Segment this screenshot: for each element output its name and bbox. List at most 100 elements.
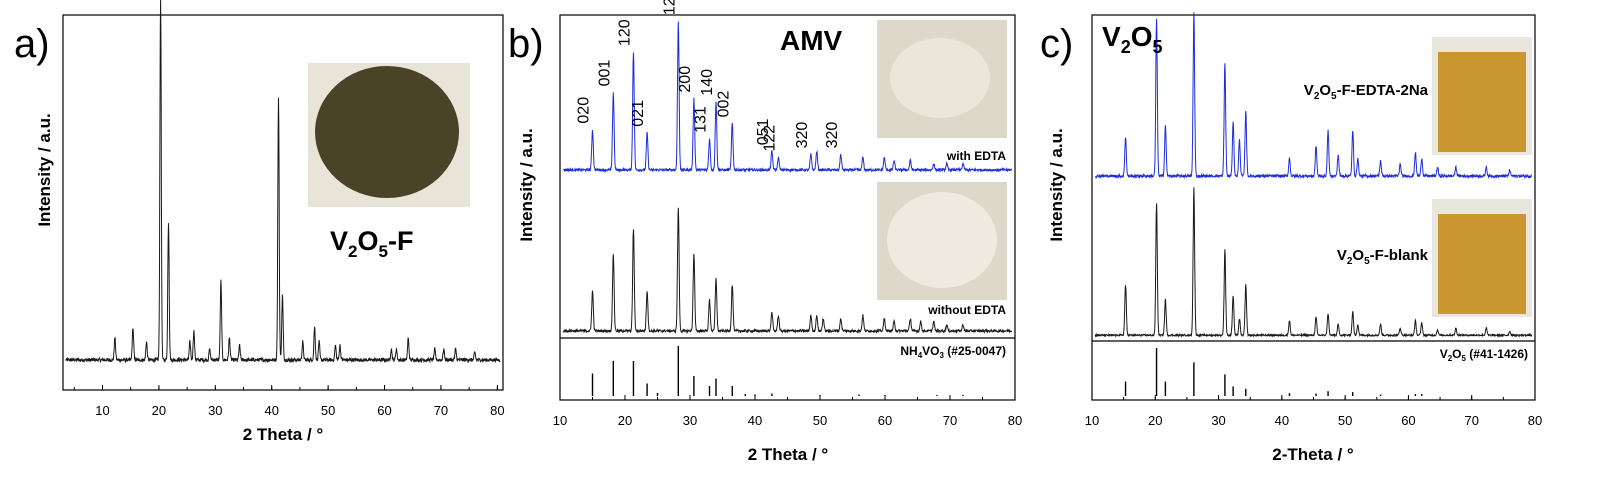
panel-c-edta-base: V bbox=[1304, 82, 1314, 99]
panel-c-x-tick-label: 10 bbox=[1085, 413, 1099, 428]
panel-a-inset-label-mid: O bbox=[357, 226, 378, 256]
panel-c-blank-sub2: 5 bbox=[1364, 256, 1370, 267]
panel-c-reference-sticks bbox=[1124, 348, 1423, 396]
panel-b-x-tick-label: 20 bbox=[618, 413, 632, 428]
panel-c-x-tick-label: 50 bbox=[1338, 413, 1352, 428]
panel-c-blank-tail: -F-blank bbox=[1370, 247, 1429, 264]
panel-b-powder-with-edta bbox=[890, 38, 990, 118]
panel-a-x-tick-label: 80 bbox=[490, 403, 504, 418]
panel-a-x-tick-label: 70 bbox=[434, 403, 448, 418]
panel-c-label-blank: V2O5-F-blank bbox=[1337, 247, 1429, 267]
panel-a-x-axis-title: 2 Theta / ° bbox=[243, 425, 324, 444]
panel-a: a) 10 20 30 40 50 60 70 80 2 Theta / ° Intensit… bbox=[14, 0, 505, 444]
panel-b-title: AMV bbox=[780, 25, 843, 56]
panel-c-edta-sub2: 5 bbox=[1331, 91, 1337, 102]
panel-a-x-tick-label: 40 bbox=[264, 403, 278, 418]
panel-b-peak-label: 120 bbox=[617, 19, 634, 46]
panel-b-x-tick-label: 70 bbox=[943, 413, 957, 428]
panel-c-ref-tail: (#41-1426) bbox=[1466, 347, 1528, 361]
panel-b-powder-without-edta bbox=[887, 192, 997, 288]
panel-b-ref-sub1: 4 bbox=[918, 351, 923, 360]
panel-a-x-tick-label: 10 bbox=[95, 403, 109, 418]
panel-c-y-axis-title: Intensity / a.u. bbox=[1047, 128, 1066, 241]
panel-c-blank-base: V bbox=[1337, 247, 1347, 264]
panel-b-peak-label: 131 bbox=[693, 106, 710, 133]
panel-a-inset-label-tail: -F bbox=[388, 226, 413, 256]
panel-c-edta-sub1: 2 bbox=[1314, 91, 1320, 102]
panel-a-inset-label-base: V bbox=[330, 226, 348, 256]
panel-b-series-1-line bbox=[562, 207, 1013, 335]
panel-c-label-edta: V2O5-F-EDTA-2Na bbox=[1304, 82, 1429, 102]
panel-b-peak-label: 021 bbox=[630, 100, 647, 127]
panel-c-blank-mid: O bbox=[1352, 247, 1364, 264]
panel-b-peak-label: 320 bbox=[824, 122, 841, 149]
panel-a-letter: a) bbox=[14, 22, 50, 66]
panel-b-peak-label: 001 bbox=[596, 60, 613, 87]
panel-b-peak-label: 320 bbox=[794, 122, 811, 149]
panel-a-x-ticks: 10 20 30 40 50 60 70 80 bbox=[73, 385, 505, 418]
panel-c-x-tick-label: 20 bbox=[1148, 413, 1162, 428]
panel-c-blank-sub1: 2 bbox=[1347, 256, 1353, 267]
panel-c-edta-tail: -F-EDTA-2Na bbox=[1337, 82, 1429, 99]
panel-c-x-tick-label: 30 bbox=[1211, 413, 1225, 428]
panel-c-title: V2O5 bbox=[1102, 21, 1163, 57]
panel-b-ref-sub2: 3 bbox=[940, 351, 945, 360]
panel-b-label-without-edta: without EDTA bbox=[927, 303, 1006, 317]
panel-c-ref-mid: O bbox=[1452, 347, 1461, 361]
panel-a-y-axis-title: Intensity / a.u. bbox=[35, 113, 54, 226]
panel-a-x-tick-label: 20 bbox=[152, 403, 166, 418]
panel-b-x-tick-label: 30 bbox=[683, 413, 697, 428]
panel-a-inset-label: V2O5-F bbox=[330, 226, 413, 261]
panel-c-title-base: V bbox=[1102, 21, 1121, 52]
panel-a-x-tick-label: 50 bbox=[321, 403, 335, 418]
panel-c-ref-sub2: 5 bbox=[1462, 354, 1467, 363]
panel-a-series-0-line bbox=[65, 0, 501, 364]
panel-a-plot-frame bbox=[62, 14, 504, 391]
panel-c-series-0-line bbox=[1094, 12, 1533, 180]
panel-c-letter: c) bbox=[1040, 22, 1073, 66]
panel-c-x-ticks: 10 20 30 40 50 60 70 80 bbox=[1085, 395, 1542, 428]
panel-b-reference-label: NH4VO3 (#25-0047) bbox=[900, 344, 1006, 360]
panel-b-peak-label: 140 bbox=[699, 69, 716, 96]
panel-b-letter: b) bbox=[508, 22, 544, 66]
panel-b-x-tick-label: 80 bbox=[1008, 413, 1022, 428]
panel-a-x-tick-label: 30 bbox=[208, 403, 222, 418]
panel-c-photo-edta bbox=[1438, 52, 1526, 152]
panel-c-curves bbox=[1094, 12, 1533, 338]
panel-c-photo-blank bbox=[1438, 214, 1526, 314]
panel-b-x-tick-label: 50 bbox=[813, 413, 827, 428]
panel-b-x-ticks: 10 20 30 40 50 60 70 80 bbox=[553, 395, 1022, 428]
panel-c-reference-label: V2O5 (#41-1426) bbox=[1440, 347, 1528, 363]
panel-b-x-tick-label: 40 bbox=[748, 413, 762, 428]
panel-b-peak-label: 122 bbox=[761, 125, 778, 152]
panel-b-reference-sticks bbox=[591, 346, 964, 396]
panel-c-title-sub2: 5 bbox=[1152, 37, 1162, 57]
panel-b-peak-label: 002 bbox=[715, 91, 732, 118]
panel-c-x-tick-label: 80 bbox=[1528, 413, 1542, 428]
panel-c-ref-sub1: 2 bbox=[1448, 354, 1453, 363]
panel-a-curves bbox=[65, 0, 501, 364]
panel-b-y-axis-title: Intensity / a.u. bbox=[517, 128, 536, 241]
panel-c-x-tick-label: 70 bbox=[1464, 413, 1478, 428]
panel-a-powder-disc bbox=[315, 66, 459, 198]
panel-a-inset-label-sub1: 2 bbox=[348, 242, 357, 261]
panel-c-x-tick-label: 60 bbox=[1401, 413, 1415, 428]
panel-b-x-axis-title: 2 Theta / ° bbox=[748, 445, 829, 464]
panel-b-ref-mid: VO bbox=[922, 344, 939, 358]
panel-b-ref-base: NH bbox=[900, 344, 917, 358]
panel-b-ref-tail: (#25-0047) bbox=[944, 344, 1006, 358]
panel-c-edta-mid: O bbox=[1319, 82, 1331, 99]
panel-b-series-0-line bbox=[563, 21, 1013, 174]
panel-a-x-tick-label: 60 bbox=[377, 403, 391, 418]
panel-c: c) 10 20 30 40 50 60 70 80 V2O5 2-Theta / ° Int… bbox=[1040, 12, 1542, 464]
panel-a-inset-label-sub2: 5 bbox=[379, 242, 388, 261]
panel-b-curves bbox=[562, 21, 1013, 335]
panel-b-peak-label: 121 bbox=[661, 0, 678, 15]
panel-b-x-tick-label: 60 bbox=[878, 413, 892, 428]
panel-c-series-1-line bbox=[1094, 187, 1533, 338]
panel-c-x-tick-label: 40 bbox=[1275, 413, 1289, 428]
panel-c-title-sub1: 2 bbox=[1121, 37, 1131, 57]
panel-b-peak-label: 200 bbox=[677, 66, 694, 93]
